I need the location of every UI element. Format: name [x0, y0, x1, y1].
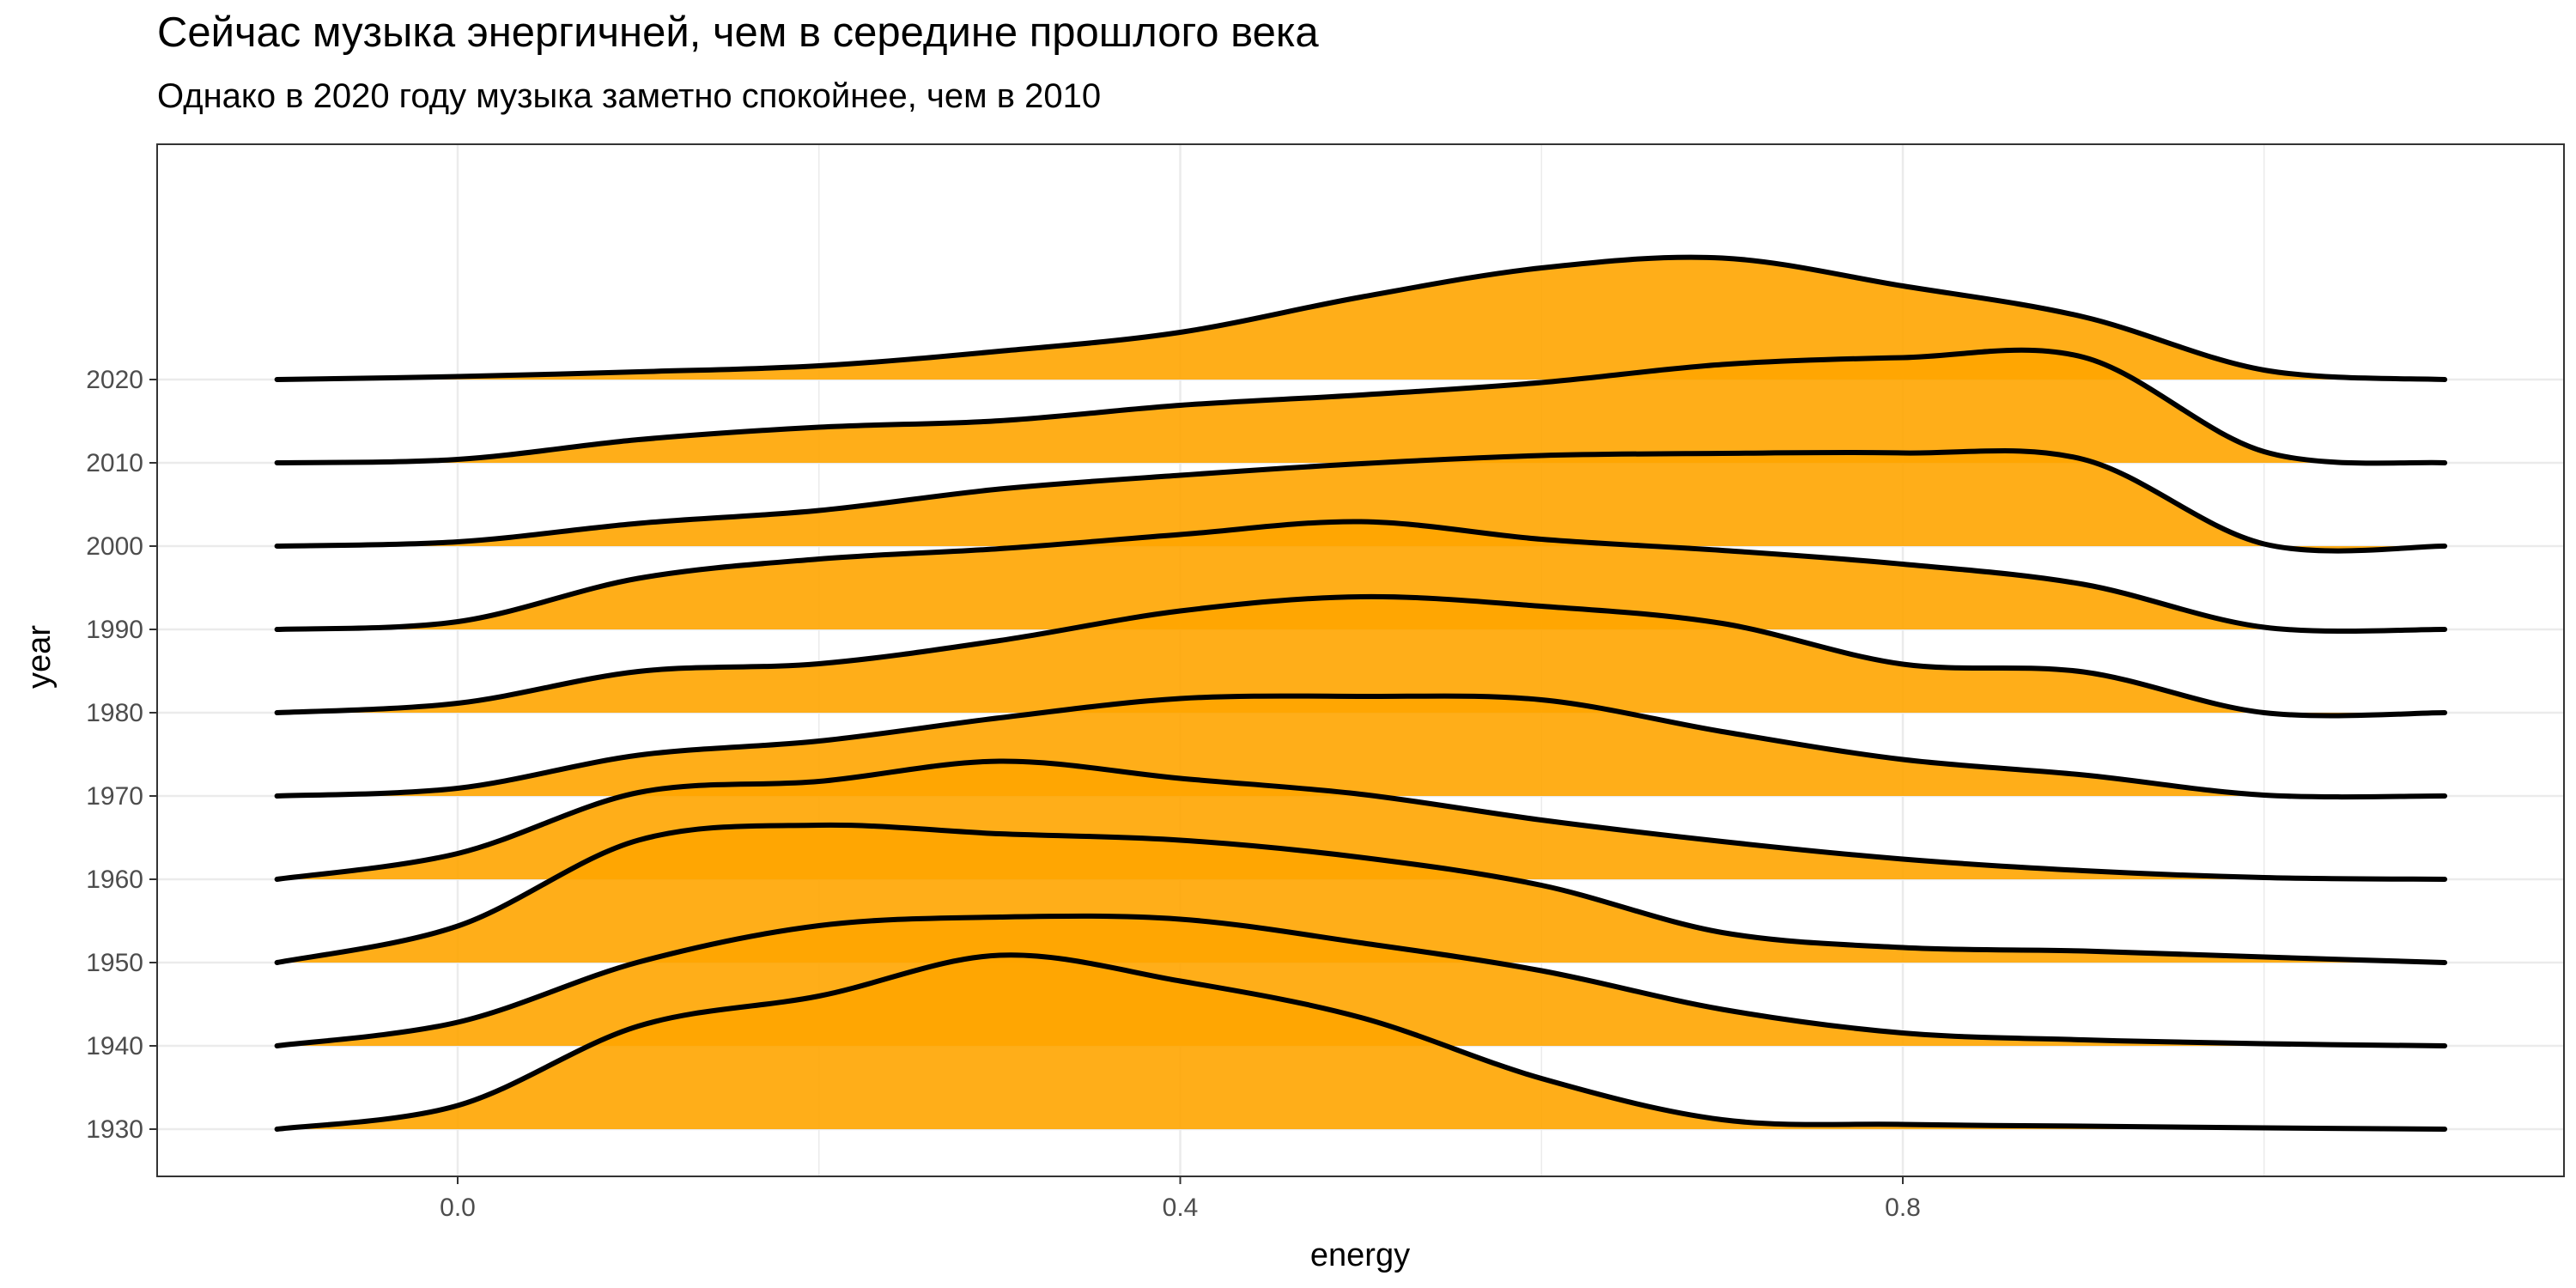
x-tick-label: 0.0 [440, 1194, 476, 1222]
ridge-1970 [274, 693, 2448, 800]
y-tick-label: 1990 [86, 616, 143, 644]
ridge-2000 [274, 447, 2448, 554]
plot-border [156, 143, 2565, 1177]
ridge-2020 [274, 254, 2448, 382]
ridge-1980 [274, 593, 2448, 719]
y-tick-label: 1940 [86, 1032, 143, 1060]
y-tick-label: 1980 [86, 699, 143, 727]
chart-subtitle: Однако в 2020 году музыка заметно спокой… [157, 77, 1102, 115]
ridge-line [274, 693, 2448, 800]
ridge-2010 [274, 347, 2448, 466]
ridge-line [274, 519, 2448, 635]
y-tick-label: 2010 [86, 449, 143, 477]
x-tick-label: 0.8 [1885, 1194, 1921, 1222]
y-tick-label: 2000 [86, 532, 143, 561]
y-tick-label: 1930 [86, 1115, 143, 1144]
ridge-area [276, 696, 2445, 798]
ridge-1990 [274, 519, 2448, 635]
ridge-1930 [274, 952, 2448, 1132]
y-axis: 1930 1940 1950 1960 1970 1980 1990 2000 2010 2020 [86, 366, 157, 1144]
ridge-area [276, 596, 2445, 716]
ridge-line [274, 347, 2448, 466]
ridge-series [274, 254, 2448, 1132]
ridge-line [274, 254, 2448, 382]
ridge-area [276, 521, 2445, 632]
x-tick-label: 0.4 [1163, 1194, 1199, 1222]
x-axis-title: energy [1310, 1237, 1410, 1273]
ridge-line [274, 447, 2448, 554]
y-axis-title: year [21, 625, 58, 689]
ridge-line [274, 952, 2448, 1132]
y-tick-label: 1970 [86, 782, 143, 811]
ridge-line [274, 593, 2448, 719]
x-axis: 0.0 0.4 0.8 [440, 1176, 1921, 1222]
y-tick-label: 1960 [86, 866, 143, 894]
ridge-line [274, 913, 2448, 1048]
chart-title: Сейчас музыка энергичней, чем в середине… [157, 9, 1319, 56]
y-tick-label: 1950 [86, 949, 143, 977]
ridge-line [274, 822, 2448, 965]
y-tick-label: 2020 [86, 366, 143, 394]
ridge-area [276, 450, 2445, 551]
ridge-line [274, 758, 2448, 882]
ridge-area [276, 349, 2445, 464]
